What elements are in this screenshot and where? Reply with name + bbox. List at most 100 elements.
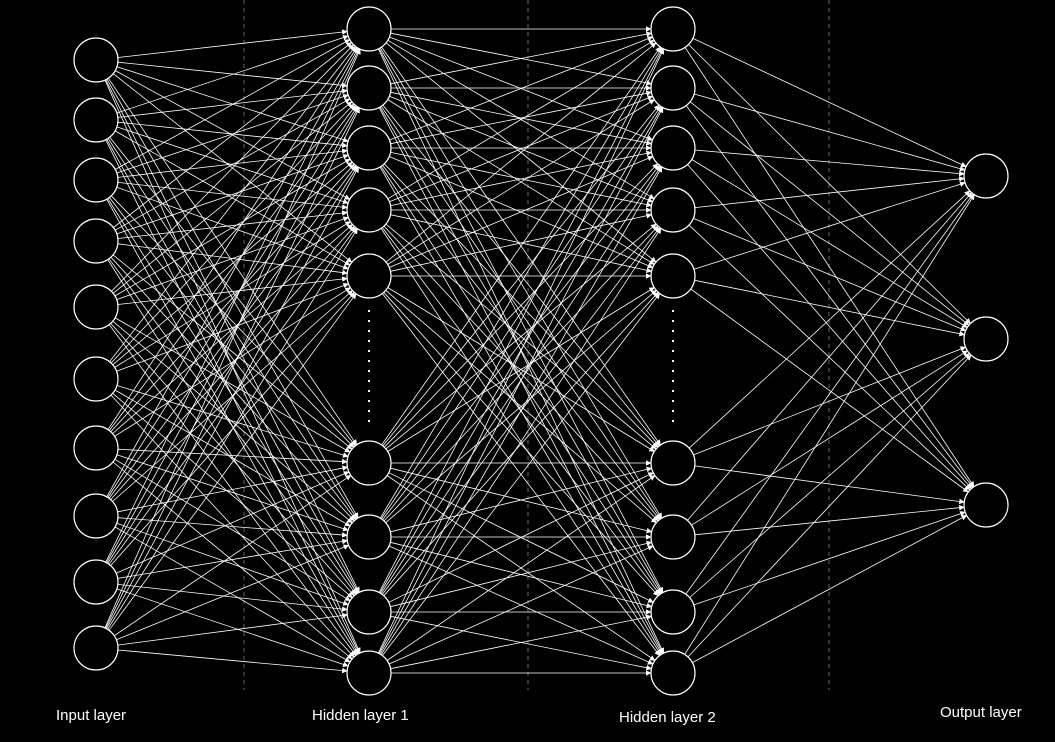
input-node-10 xyxy=(73,625,119,671)
edge-input-2-to-hidden1-3 xyxy=(117,182,348,210)
edge-hidden1-5-to-hidden2-3 xyxy=(385,223,657,450)
hidden1-node-4 xyxy=(346,187,392,233)
edge-input-4-to-hidden1-4 xyxy=(117,276,348,305)
edge-input-6-to-hidden1-2 xyxy=(110,163,355,432)
edge-hidden1-3-to-hidden2-1 xyxy=(389,95,654,203)
edge-hidden1-6-to-hidden2-1 xyxy=(380,105,662,520)
edge-hidden1-7-to-hidden2-1 xyxy=(379,106,663,594)
hidden2-node-1 xyxy=(650,6,696,52)
edge-input-4-to-hidden1-0 xyxy=(111,44,354,292)
edge-hidden1-8-to-hidden2-4 xyxy=(382,293,660,656)
edge-input-4-to-hidden1-1 xyxy=(112,101,353,294)
edge-input-9-to-hidden1-5 xyxy=(113,474,352,637)
hidden1-node-8 xyxy=(346,589,392,635)
edge-hidden1-8-to-hidden2-1 xyxy=(378,107,664,654)
hidden1-node-5 xyxy=(346,253,392,299)
edge-hidden1-1-to-hidden2-0 xyxy=(390,31,652,85)
hidden1-node-3 xyxy=(346,125,392,171)
edge-hidden1-4-to-hidden2-2 xyxy=(389,155,654,268)
edge-input-5-to-hidden1-0 xyxy=(109,45,356,362)
edge-hidden2-3-to-output-2 xyxy=(688,224,971,491)
edge-input-4-to-hidden1-5 xyxy=(114,317,351,453)
edge-input-3-to-hidden1-0 xyxy=(113,42,353,228)
input-node-1 xyxy=(73,37,119,83)
hidden1-node-9 xyxy=(346,650,392,696)
edge-input-1-to-hidden1-7 xyxy=(106,139,359,594)
hidden2-node-6 xyxy=(650,440,696,486)
edge-input-2-to-hidden1-0 xyxy=(115,39,351,170)
hidden1-node-2 xyxy=(346,65,392,111)
input-node-9 xyxy=(73,559,119,605)
edge-input-6-to-hidden1-1 xyxy=(108,105,357,431)
input-node-4 xyxy=(73,218,119,264)
edge-input-6-to-hidden1-6 xyxy=(116,454,349,532)
edge-hidden1-6-to-hidden2-4 xyxy=(385,289,657,524)
edge-input-8-to-hidden1-0 xyxy=(105,48,360,563)
edge-hidden1-4-to-hidden2-3 xyxy=(390,213,653,272)
edge-hidden1-6-to-hidden2-3 xyxy=(383,225,659,522)
edge-hidden2-7-to-output-0 xyxy=(685,193,974,595)
edge-input-9-to-hidden1-0 xyxy=(104,48,361,629)
edge-hidden2-1-to-output-2 xyxy=(685,105,974,488)
edge-hidden2-8-to-output-2 xyxy=(692,515,968,663)
input-layer-label: Input layer xyxy=(56,707,127,724)
edge-hidden2-6-to-output-2 xyxy=(694,504,965,536)
edge-hidden2-2-to-output-0 xyxy=(694,149,965,177)
edge-hidden1-7-to-hidden2-6 xyxy=(390,540,653,608)
edge-input-7-to-hidden1-3 xyxy=(110,225,355,500)
hidden-layer-2-label: Hidden layer 2 xyxy=(619,709,716,726)
edge-hidden2-1-to-output-0 xyxy=(694,93,966,172)
edge-input-2-to-hidden1-4 xyxy=(116,186,349,270)
edge-hidden1-3-to-hidden2-2 xyxy=(390,150,652,206)
edge-hidden1-8-to-hidden2-0 xyxy=(378,48,664,654)
edge-hidden2-8-to-output-1 xyxy=(687,354,972,658)
edge-input-5-to-hidden1-7 xyxy=(112,392,353,599)
hidden2-node-8 xyxy=(650,589,696,635)
edge-input-9-to-hidden1-3 xyxy=(107,228,358,630)
edge-hidden2-2-to-output-2 xyxy=(687,164,972,489)
edge-hidden1-7-to-hidden2-0 xyxy=(378,48,664,593)
layer-separators xyxy=(243,0,830,690)
edge-hidden2-7-to-output-1 xyxy=(689,353,970,598)
edge-input-9-to-hidden1-8 xyxy=(117,649,348,674)
edge-input-8-to-hidden1-1 xyxy=(106,106,359,563)
edge-hidden2-4-to-output-2 xyxy=(690,288,969,493)
network-nodes xyxy=(73,6,1009,696)
edge-input-5-to-hidden1-2 xyxy=(112,161,353,366)
edge-input-9-to-hidden1-1 xyxy=(105,107,360,629)
edge-input-2-to-hidden1-1 xyxy=(116,93,349,174)
edge-input-5-to-hidden1-8 xyxy=(110,394,355,658)
edge-input-4-to-hidden1-8 xyxy=(108,324,357,656)
edge-input-6-to-hidden1-8 xyxy=(112,461,353,660)
edge-hidden1-3-to-hidden2-0 xyxy=(387,39,655,200)
edge-hidden1-5-to-hidden2-2 xyxy=(384,163,659,448)
hidden2-node-2 xyxy=(650,65,696,111)
edge-hidden2-6-to-output-1 xyxy=(691,350,968,526)
edge-input-8-to-hidden1-2 xyxy=(107,166,358,564)
edge-input-7-to-hidden1-6 xyxy=(117,517,348,538)
input-node-6 xyxy=(73,356,119,402)
edge-input-9-to-hidden1-6 xyxy=(116,544,350,641)
edge-hidden1-8-to-hidden2-6 xyxy=(388,545,654,665)
edge-input-5-to-hidden1-5 xyxy=(116,385,349,458)
edge-input-6-to-hidden1-7 xyxy=(114,458,351,602)
edge-input-7-to-hidden1-0 xyxy=(106,47,359,497)
edge-hidden1-2-to-hidden2-0 xyxy=(389,36,654,141)
input-node-3 xyxy=(73,157,119,203)
edge-hidden1-6-to-hidden2-0 xyxy=(379,47,663,519)
edge-hidden1-5-to-hidden2-0 xyxy=(381,46,661,446)
edge-input-0-to-hidden1-5 xyxy=(107,77,358,446)
edge-hidden2-5-to-output-2 xyxy=(694,465,965,505)
edge-hidden1-8-to-hidden2-2 xyxy=(379,166,663,655)
edge-input-7-to-hidden1-5 xyxy=(117,465,348,513)
edge-input-8-to-hidden1-5 xyxy=(116,471,350,574)
edge-input-8-to-hidden1-3 xyxy=(108,227,357,565)
edge-input-6-to-hidden1-0 xyxy=(107,46,358,430)
hidden2-node-4 xyxy=(650,187,696,233)
edge-input-4-to-hidden1-2 xyxy=(114,158,351,297)
edge-input-4-to-hidden1-3 xyxy=(116,216,349,300)
edge-input-2-to-hidden1-5 xyxy=(111,195,355,448)
hidden1-node-6 xyxy=(346,440,392,486)
edge-input-3-to-hidden1-7 xyxy=(108,258,357,595)
